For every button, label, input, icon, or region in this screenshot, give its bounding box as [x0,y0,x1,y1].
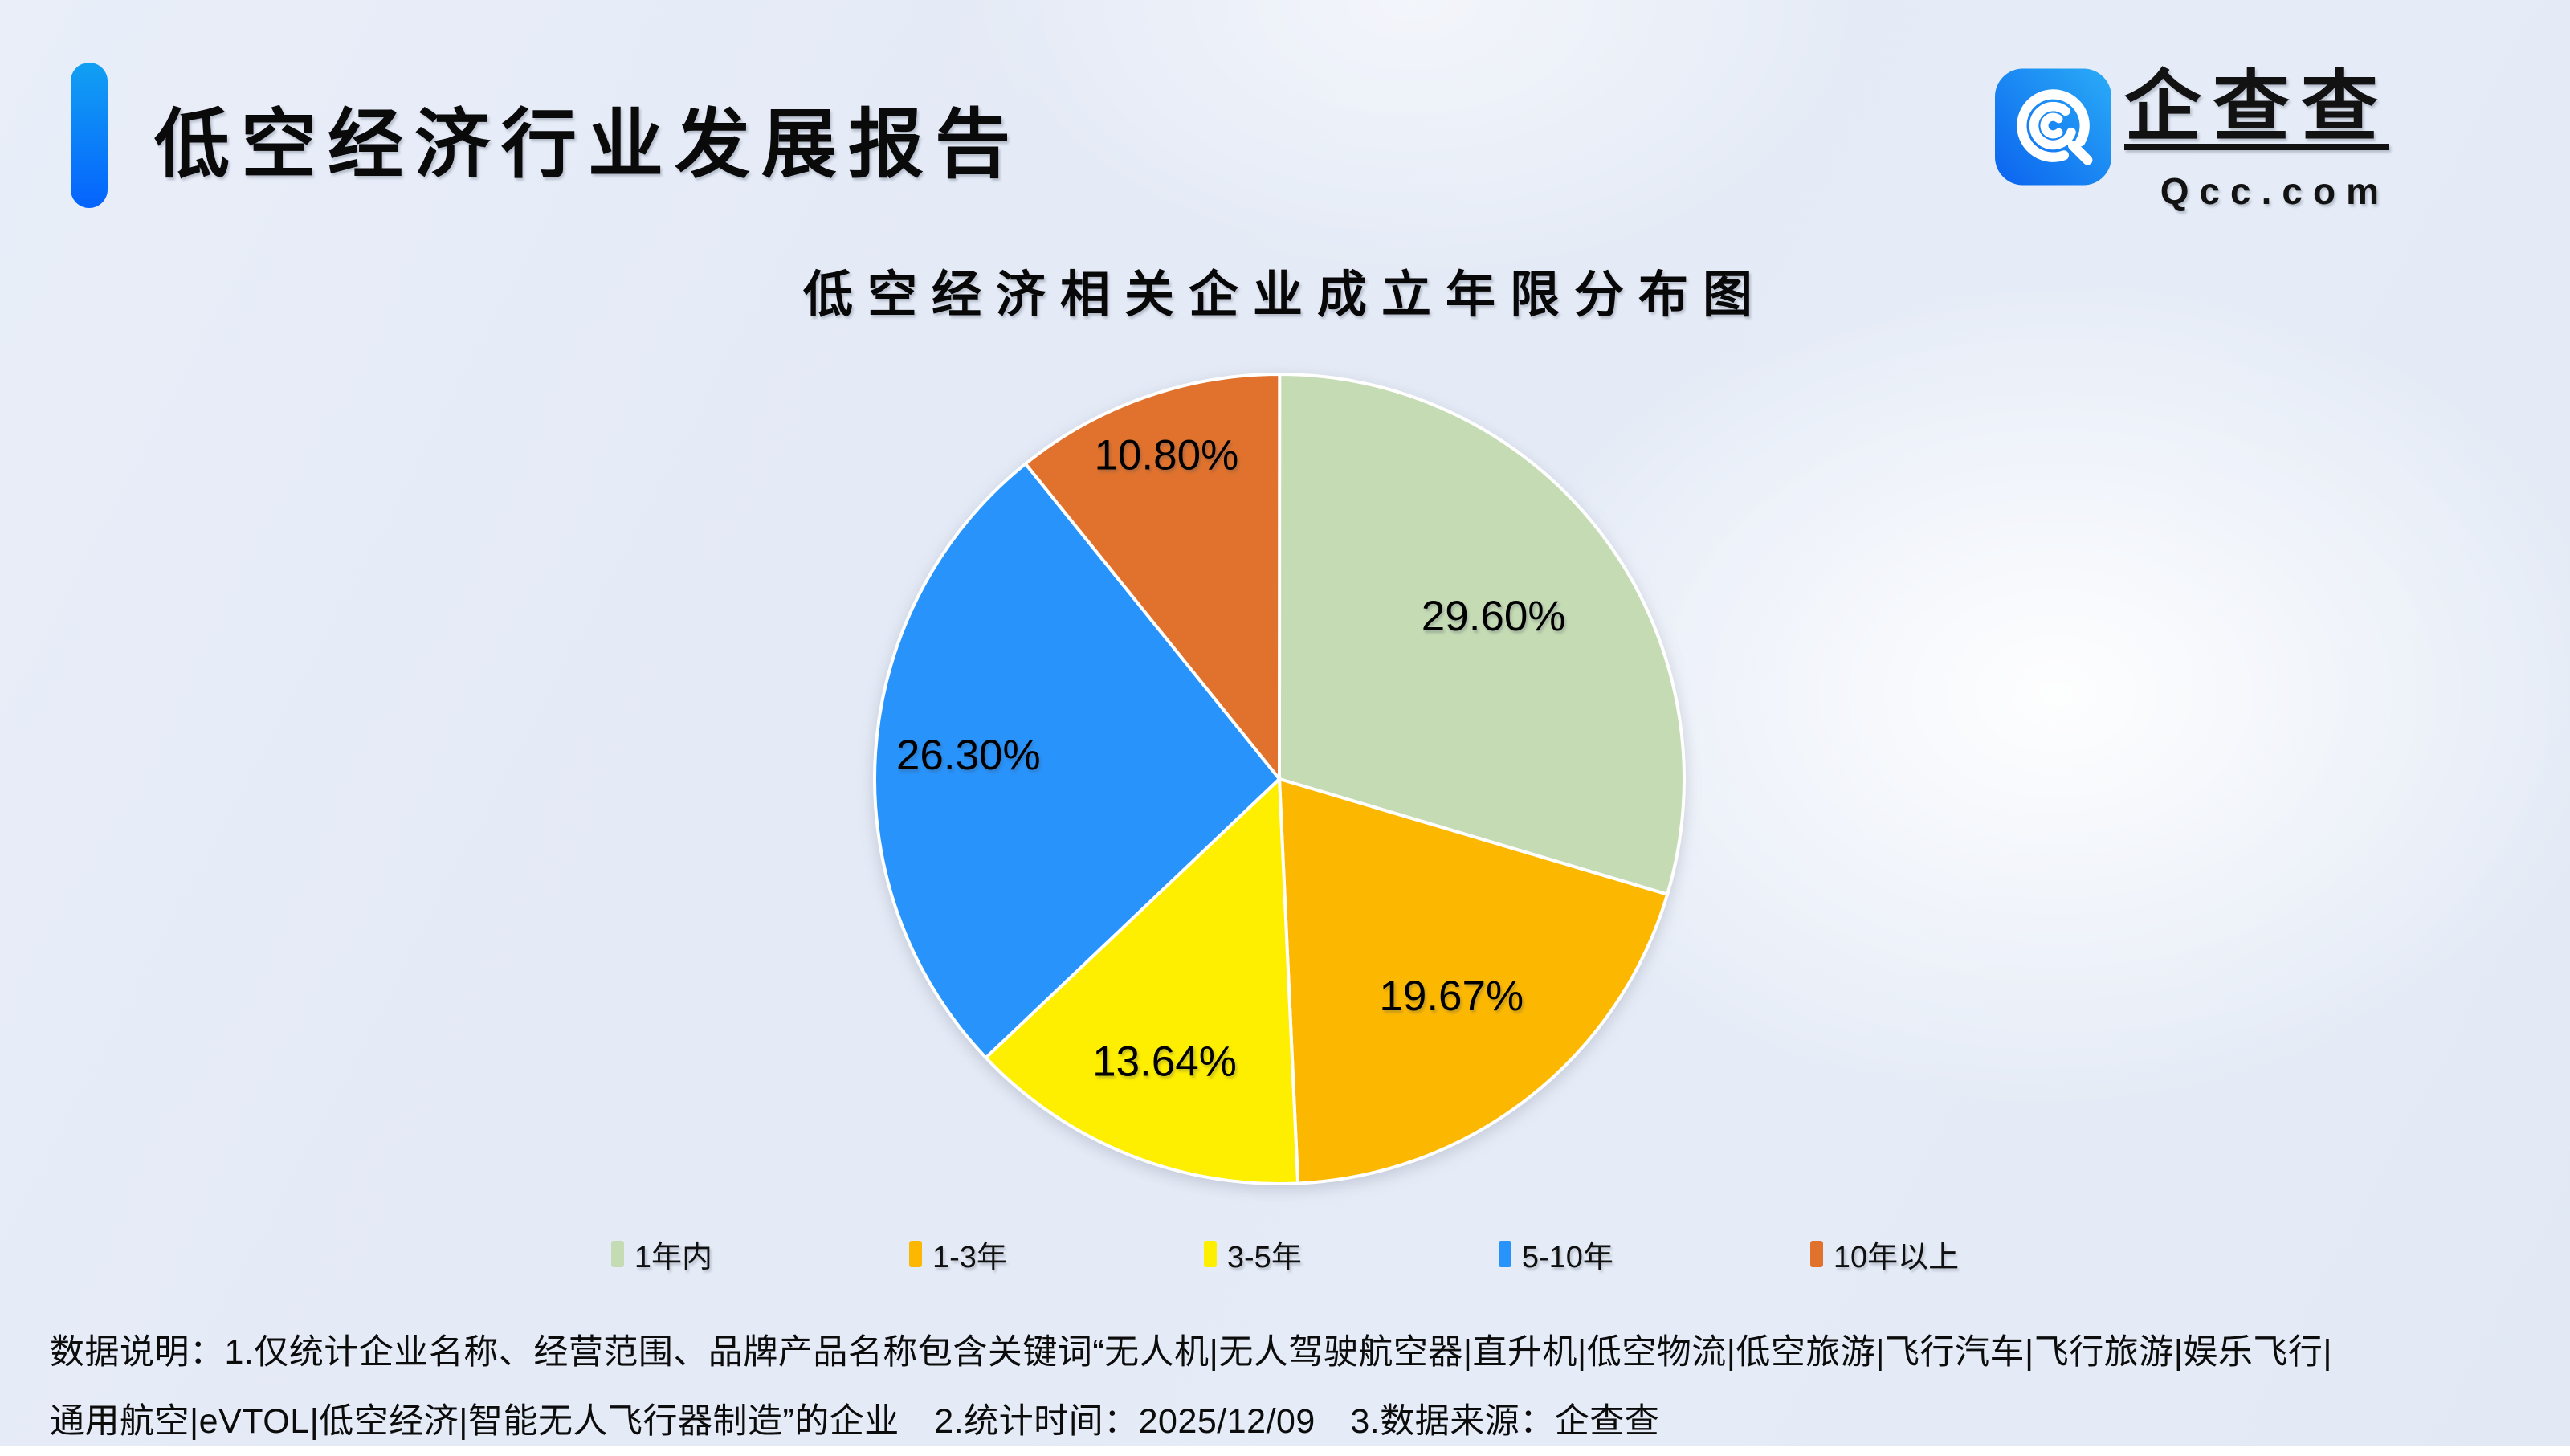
legend-label-3-5年: 3-5年 [1226,1241,1302,1275]
title-accent-bar [71,63,108,208]
footnote-line-2: 通用航空|eVTOL|低空经济|智能无人飞行器制造”的企业 2.统计时间：202… [50,1402,1660,1441]
legend-marker-1-3年 [908,1241,922,1267]
legend-label-5-10年: 5-10年 [1521,1241,1613,1275]
legend-marker-5-10年 [1498,1241,1511,1267]
pie-slice-label-1-3年: 19.67% [1379,973,1524,1020]
pie-slices [873,372,1686,1185]
pie-slice-5-10年 [873,462,1281,1060]
pie-labels: 29.60% 19.67% 13.64% 26.30% 10.80% [896,432,1566,1086]
legend-label-1-3年: 1-3年 [932,1241,1007,1275]
pie-slice-1年内 [1278,373,1686,896]
report-title: 低空经济行业发展报告 [154,102,1022,186]
footnote-line-1: 数据说明：1.仅统计企业名称、经营范围、品牌产品名称包含关键词“无人机|无人驾驶… [50,1333,2333,1372]
pie-slice-1-3年 [1278,777,1670,1185]
pie-slice-10年以上 [1023,372,1282,781]
pie-slice-label-5-10年: 26.30% [896,732,1041,779]
legend-item-10年以上: 10年以上 [1809,1232,1960,1276]
qcc-logo: 企查查 Qcc.com [1995,67,2389,213]
footnote: 数据说明：1.仅统计企业名称、经营范围、品牌产品名称包含关键词“无人机|无人驾驶… [50,1318,2538,1456]
legend-item-1年内: 1年内 [610,1232,712,1276]
legend-item-1-3年: 1-3年 [908,1232,1007,1276]
pie-slice-label-3-5年: 13.64% [1092,1038,1237,1085]
pie-slice-label-10年以上: 10.80% [1094,432,1238,479]
logo-domain: Qcc.com [2160,169,2389,212]
pie-slice-3-5年 [984,777,1300,1185]
chart-legend: 1年内 1-3年 3-5年 5-10年 10年以上 [0,1232,2570,1276]
legend-label-10年以上: 10年以上 [1833,1241,1960,1275]
logo-text: 企查查 Qcc.com [2124,67,2389,213]
pie-slice-label-1年内: 29.60% [1422,593,1566,640]
legend-marker-10年以上 [1809,1241,1823,1267]
logo-brand-name: 企查查 [2124,64,2389,150]
legend-marker-3-5年 [1203,1241,1217,1267]
chart-title: 低空经济相关企业成立年限分布图 [802,267,1767,323]
qcc-magnifier-icon [1995,68,2111,186]
legend-label-1年内: 1年内 [634,1241,712,1275]
legend-marker-1年内 [610,1241,624,1267]
legend-item-5-10年: 5-10年 [1498,1232,1613,1276]
legend-item-3-5年: 3-5年 [1203,1232,1302,1276]
